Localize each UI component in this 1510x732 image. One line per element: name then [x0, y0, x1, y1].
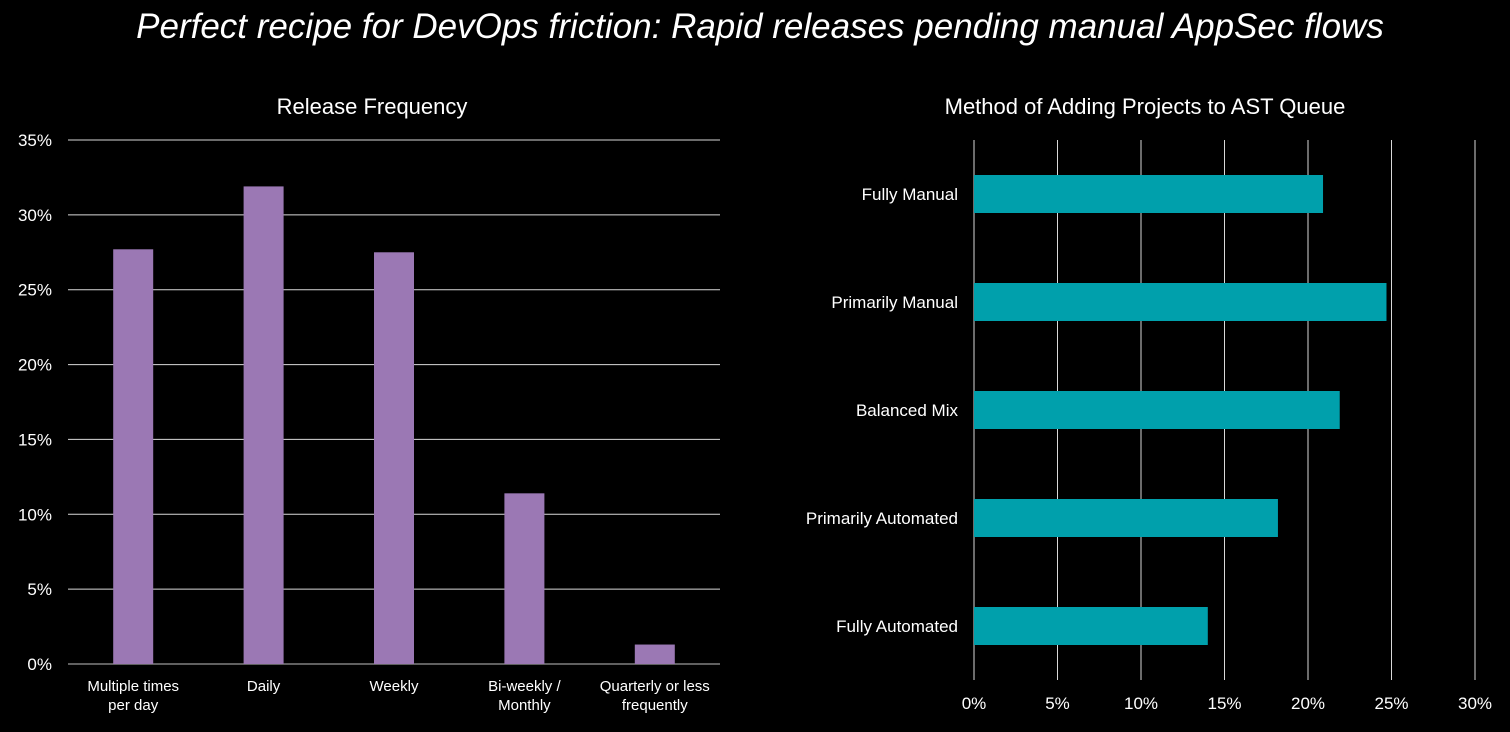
bar	[634, 644, 675, 664]
y-tick-label: 20%	[18, 356, 52, 375]
x-tick-label: Quarterly or less	[600, 678, 710, 695]
y-tick-label: 30%	[18, 206, 52, 225]
release-frequency-chart: Release Frequency 0% 5% 10% 15% 20% 25% 30% 35%…	[18, 94, 720, 714]
left-chart-title: Release Frequency	[277, 94, 468, 119]
x-tick-label: Multiple times	[87, 678, 179, 695]
x-tick-label: 5%	[1045, 694, 1070, 713]
y-tick-label: 5%	[27, 580, 52, 599]
x-tick-label: Weekly	[370, 678, 419, 695]
x-tick-label: 15%	[1207, 694, 1241, 713]
bar	[974, 283, 1387, 321]
bar	[113, 249, 154, 664]
bar	[243, 186, 284, 664]
x-tick-label: Daily	[247, 678, 281, 695]
bar	[974, 607, 1208, 645]
y-tick-label: 35%	[18, 131, 52, 150]
x-tick-label: 10%	[1124, 694, 1158, 713]
x-tick-label: 30%	[1458, 694, 1492, 713]
y-tick-label: 0%	[27, 655, 52, 674]
y-tick-label: Balanced Mix	[856, 401, 959, 420]
bar	[504, 493, 545, 664]
bar	[374, 252, 414, 665]
bar	[974, 175, 1324, 213]
bar	[974, 499, 1278, 537]
y-tick-label: Primarily Automated	[806, 509, 958, 528]
y-tick-label: Primarily Manual	[831, 293, 958, 312]
x-tick-label: 20%	[1291, 694, 1325, 713]
y-tick-label: 25%	[18, 281, 52, 300]
ast-queue-method-chart: Method of Adding Projects to AST Queue 0…	[806, 94, 1492, 713]
y-tick-label: Fully Manual	[862, 185, 958, 204]
bar	[974, 391, 1340, 429]
page-title: Perfect recipe for DevOps friction: Rapi…	[136, 7, 1384, 46]
right-chart-title: Method of Adding Projects to AST Queue	[945, 94, 1346, 119]
x-tick-label: per day	[108, 697, 159, 714]
x-tick-label: 0%	[962, 694, 987, 713]
y-tick-label: 15%	[18, 430, 52, 449]
x-tick-label: Bi-weekly /	[488, 678, 561, 695]
y-tick-label: Fully Automated	[836, 617, 958, 636]
x-tick-label: 25%	[1374, 694, 1408, 713]
x-tick-label: Monthly	[498, 697, 551, 714]
y-tick-label: 10%	[18, 505, 52, 524]
x-tick-label: frequently	[622, 697, 688, 714]
